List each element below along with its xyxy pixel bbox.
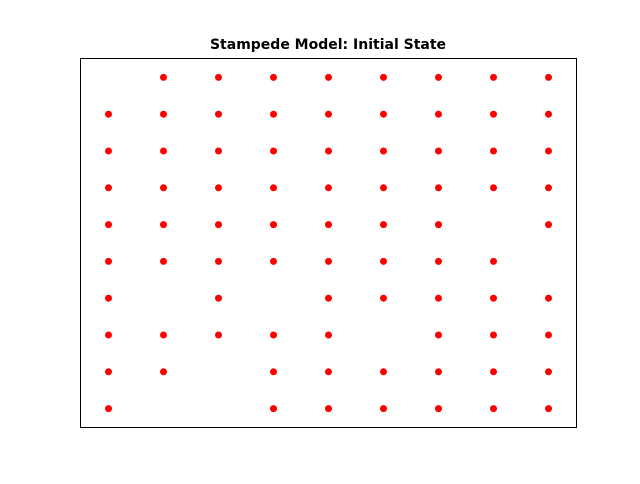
data-point [160,368,167,376]
data-points [105,73,552,413]
data-point [270,405,277,413]
data-point [380,294,387,302]
data-point [105,294,112,302]
data-point [105,405,112,413]
data-point [380,73,387,81]
plot-area [80,58,577,428]
data-point [105,331,112,339]
data-point [105,147,112,155]
data-point [160,257,167,265]
data-point [270,221,277,229]
data-point [160,73,167,81]
data-point [380,257,387,265]
data-point [545,110,552,118]
data-point [105,221,112,229]
data-point [380,110,387,118]
data-point [215,257,222,265]
data-point [490,184,497,192]
data-point [435,331,442,339]
data-point [215,331,222,339]
data-point [105,110,112,118]
data-point [545,147,552,155]
data-point [545,184,552,192]
data-point [160,184,167,192]
data-point [160,331,167,339]
data-point [270,147,277,155]
data-point [545,405,552,413]
data-point [270,73,277,81]
data-point [380,405,387,413]
data-point [435,73,442,81]
data-point [435,110,442,118]
data-point [490,147,497,155]
data-point [490,257,497,265]
data-point [215,184,222,192]
data-point [270,110,277,118]
data-point [490,368,497,376]
data-point [490,331,497,339]
data-point [160,221,167,229]
data-point [490,405,497,413]
data-point [105,184,112,192]
data-point [105,257,112,265]
data-point [270,331,277,339]
data-point [435,221,442,229]
data-point [215,110,222,118]
data-point [325,331,332,339]
data-point [380,184,387,192]
data-point [215,73,222,81]
data-point [545,73,552,81]
data-point [545,368,552,376]
data-point [380,368,387,376]
data-point [105,368,112,376]
data-point [545,294,552,302]
data-point [270,184,277,192]
data-point [215,294,222,302]
data-point [325,147,332,155]
data-point [325,110,332,118]
data-point [270,257,277,265]
data-point [435,184,442,192]
data-point [325,405,332,413]
data-point [380,147,387,155]
data-point [380,221,387,229]
data-point [325,73,332,81]
data-point [435,257,442,265]
data-point [545,331,552,339]
data-point [435,405,442,413]
data-point [325,221,332,229]
data-point [215,221,222,229]
data-point [160,110,167,118]
data-point [490,110,497,118]
data-point [325,257,332,265]
data-point [435,368,442,376]
data-point [270,368,277,376]
data-point [490,294,497,302]
data-point [545,221,552,229]
data-point [325,294,332,302]
data-point [160,147,167,155]
data-point [435,147,442,155]
data-point [435,294,442,302]
chart-title: Stampede Model: Initial State [210,37,446,53]
data-point [490,73,497,81]
data-point [325,184,332,192]
data-point [215,147,222,155]
data-point [325,368,332,376]
